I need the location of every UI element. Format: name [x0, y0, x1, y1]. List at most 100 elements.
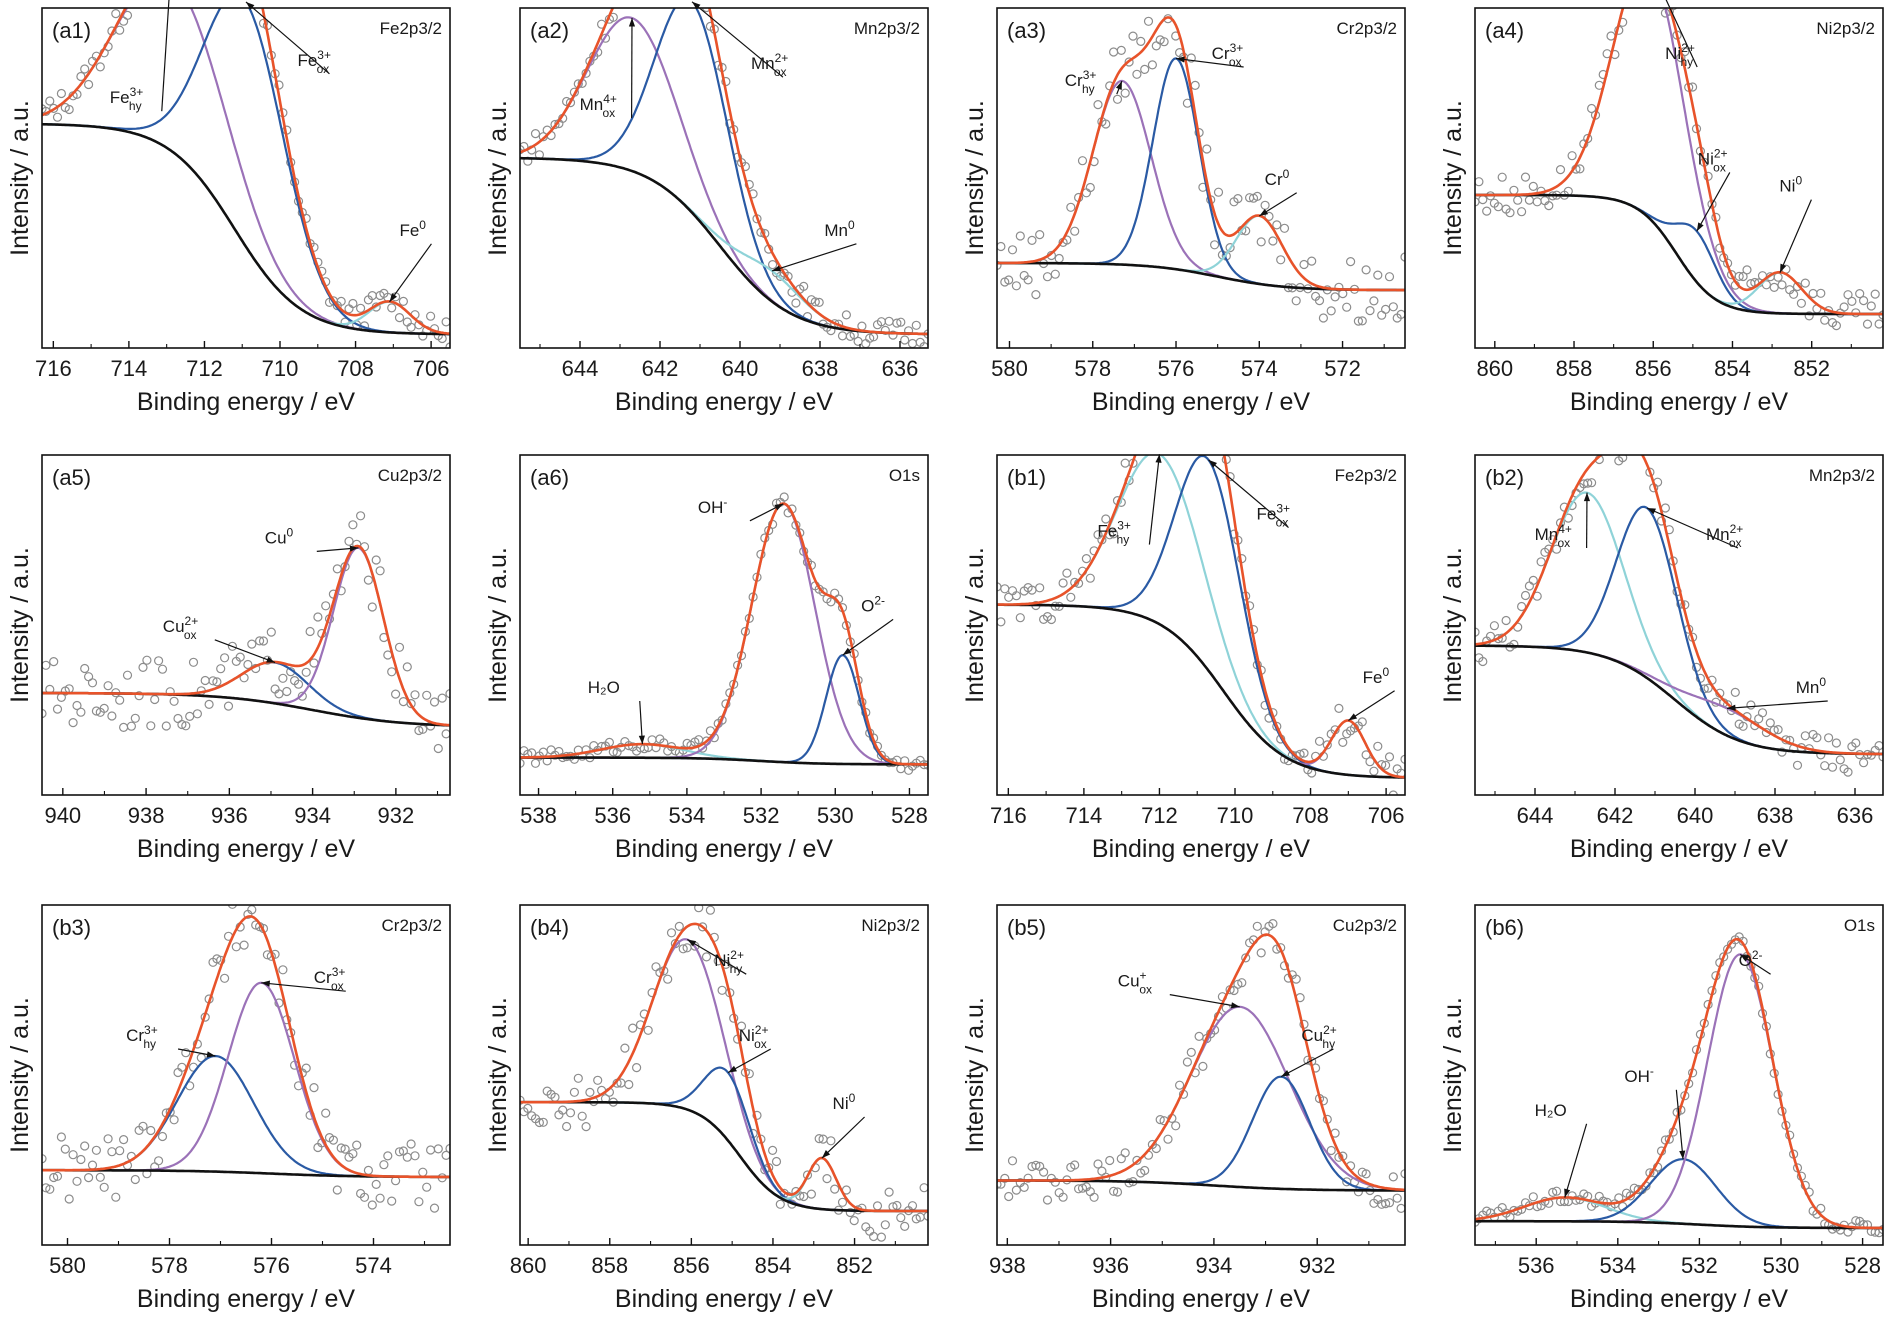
envelope-curve [997, 933, 1405, 1192]
data-point [220, 653, 230, 663]
arrow-head [1155, 454, 1162, 463]
plot-area [1475, 932, 1883, 1238]
data-point [826, 597, 836, 607]
data-point [76, 1154, 86, 1165]
data-point [1598, 1196, 1608, 1206]
data-point [1023, 275, 1033, 285]
data-point [68, 1150, 78, 1160]
component-curve [520, 16, 928, 335]
component-curve [1475, 193, 1883, 316]
data-point [1380, 304, 1391, 314]
component-curve [997, 79, 1405, 292]
data-point [336, 296, 346, 306]
arrow-head [1583, 492, 1591, 502]
data-point [1384, 1198, 1395, 1208]
panel-label: (b4) [530, 915, 569, 940]
component-curve [520, 8, 928, 335]
data-point [1734, 271, 1744, 281]
arrow-head [692, 1, 701, 10]
x-tick-label: 860 [1476, 356, 1513, 381]
data-point [1035, 583, 1045, 593]
data-point [1623, 432, 1631, 440]
data-point [550, 119, 560, 130]
data-point [1380, 760, 1391, 770]
data-point [359, 1192, 370, 1202]
data-point [1715, 243, 1725, 253]
data-point [1792, 760, 1803, 770]
data-point [394, 642, 405, 652]
data-point [1373, 270, 1383, 280]
data-point [169, 696, 179, 706]
y-axis-label: Intensity / a.u. [961, 100, 989, 256]
x-tick-label: 528 [1844, 1253, 1881, 1278]
peak-label: Cu2+ ox [163, 614, 198, 642]
data-point [379, 1160, 389, 1170]
panel-label: (a6) [530, 465, 569, 490]
data-point [1365, 306, 1375, 316]
peak-label: Cu+ ox [1118, 969, 1152, 997]
data-point [1000, 1173, 1010, 1184]
data-point [441, 729, 450, 739]
peak-label: Mn2+ ox [751, 51, 788, 79]
data-point [1642, 444, 1650, 452]
data-point [52, 112, 63, 122]
data-point [371, 1179, 381, 1190]
data-point [42, 104, 47, 114]
data-point [122, 670, 133, 680]
x-tick-label: 716 [990, 803, 1027, 828]
peak-label: Cr3+ ox [1212, 41, 1244, 69]
region-label: Cu2p3/2 [1333, 916, 1397, 935]
data-point [332, 1185, 342, 1195]
data-point [1816, 288, 1826, 298]
data-point [208, 676, 218, 686]
region-label: Ni2p3/2 [861, 916, 920, 935]
data-point [1858, 758, 1869, 768]
data-point [1202, 144, 1212, 154]
axes-frame [41, 904, 451, 1246]
data-point [83, 79, 94, 90]
data-point [1058, 578, 1068, 588]
annotation-arrow [1779, 199, 1812, 273]
data-point [1256, 237, 1266, 247]
envelope-curve [520, 502, 928, 766]
data-point [231, 942, 241, 952]
panel-label: (b5) [1007, 915, 1046, 940]
data-point [1777, 280, 1787, 290]
data-point [278, 965, 288, 975]
data-point [45, 96, 55, 106]
data-point [42, 1183, 51, 1193]
data-point [1365, 757, 1375, 767]
x-tick-label: 712 [186, 356, 223, 381]
background-line [997, 603, 1405, 779]
data-point [1031, 290, 1041, 300]
data-point [1831, 321, 1842, 331]
data-point [1015, 231, 1025, 241]
data-point [49, 656, 59, 667]
x-tick-label: 940 [44, 803, 81, 828]
data-point [433, 743, 443, 754]
data-point [134, 691, 144, 701]
data-point [111, 1192, 121, 1202]
data-point [530, 129, 541, 139]
data-point [1482, 206, 1492, 216]
data-point [107, 1147, 117, 1157]
peak-label: O2- [861, 593, 885, 615]
region-label: Cr2p3/2 [382, 916, 442, 935]
data-point [1380, 1198, 1391, 1209]
data-point [837, 331, 848, 341]
plot-area [42, 511, 450, 754]
panel-label: (b2) [1485, 465, 1524, 490]
data-point [1361, 1169, 1371, 1179]
data-point [1182, 1057, 1193, 1067]
data-point [1141, 439, 1149, 447]
data-point [558, 1105, 568, 1115]
annotation-arrow [1726, 700, 1828, 709]
data-point [1575, 164, 1585, 174]
data-point [1516, 207, 1527, 217]
data-point [1827, 762, 1838, 772]
arrow-head [1230, 1002, 1240, 1009]
data-point [1199, 372, 1207, 380]
data-point [1159, 37, 1169, 47]
data-point [103, 1134, 113, 1144]
y-axis-label: Intensity / a.u. [961, 547, 989, 703]
